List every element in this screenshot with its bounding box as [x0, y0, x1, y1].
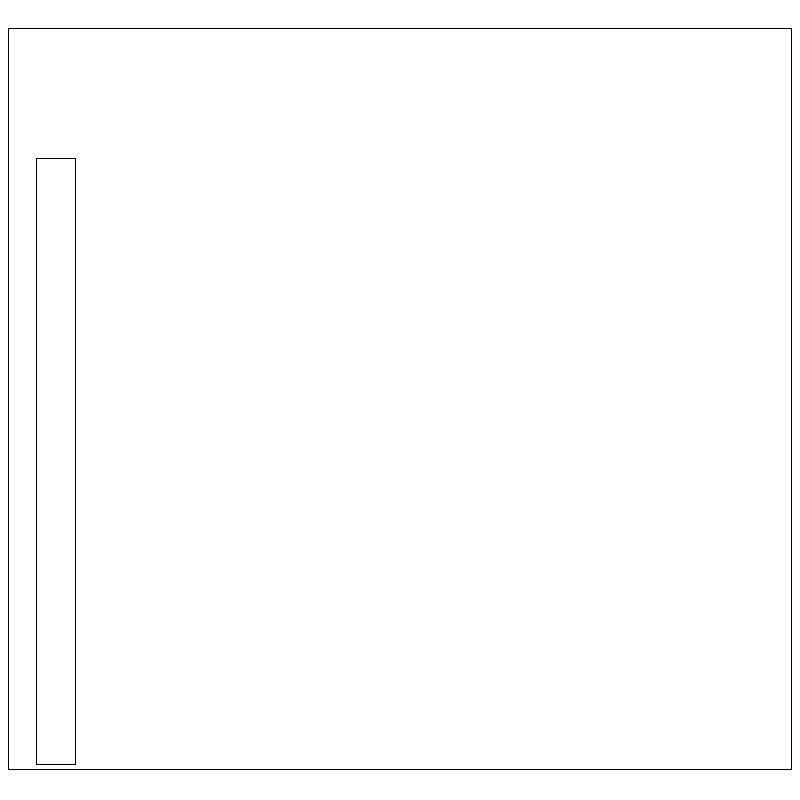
map-frame	[8, 28, 792, 770]
colorbar-gradient	[36, 158, 76, 765]
wind-speed-heatmap-canvas	[9, 29, 791, 769]
